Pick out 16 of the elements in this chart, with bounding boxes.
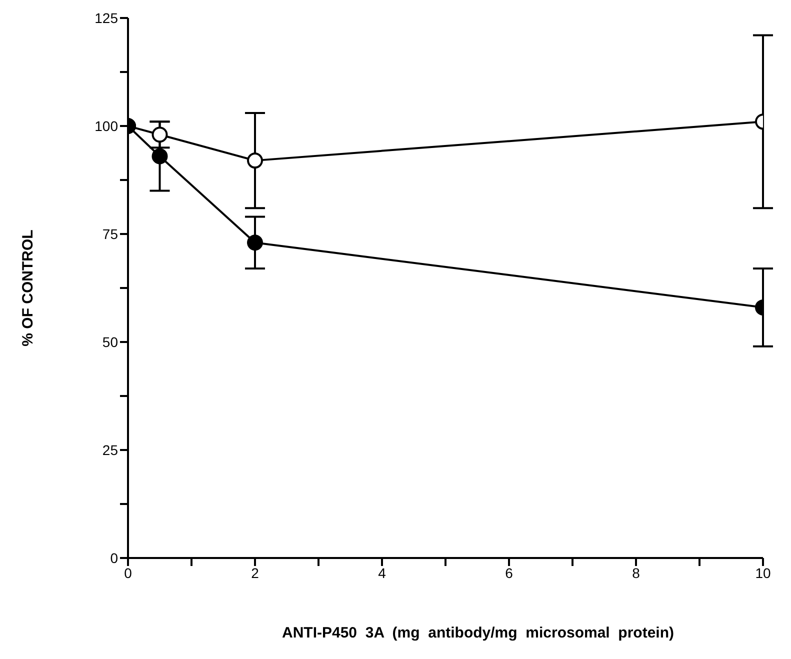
x-tick-label: 0	[124, 564, 132, 581]
x-tick-label: 4	[378, 564, 386, 581]
x-tick-label: 6	[505, 564, 514, 581]
x-tick-label: 8	[632, 564, 640, 581]
x-tick-label: 10	[755, 564, 771, 581]
y-tick-label: 50	[102, 334, 118, 350]
point	[152, 126, 168, 143]
y-axis-title: % OF CONTROL	[20, 230, 36, 346]
y-tick-label: 0	[110, 550, 118, 566]
point	[247, 152, 263, 169]
y-tick-label: 75	[102, 226, 118, 242]
x-tick-label: 2	[251, 564, 260, 581]
y-tick-label: 25	[102, 442, 118, 458]
y-tick-label: 100	[94, 118, 118, 134]
x-axis-title: ANTI-P450 3A (mg antibody/mg microsomal protein)	[282, 624, 674, 642]
y-tick-label: 125	[94, 10, 118, 26]
